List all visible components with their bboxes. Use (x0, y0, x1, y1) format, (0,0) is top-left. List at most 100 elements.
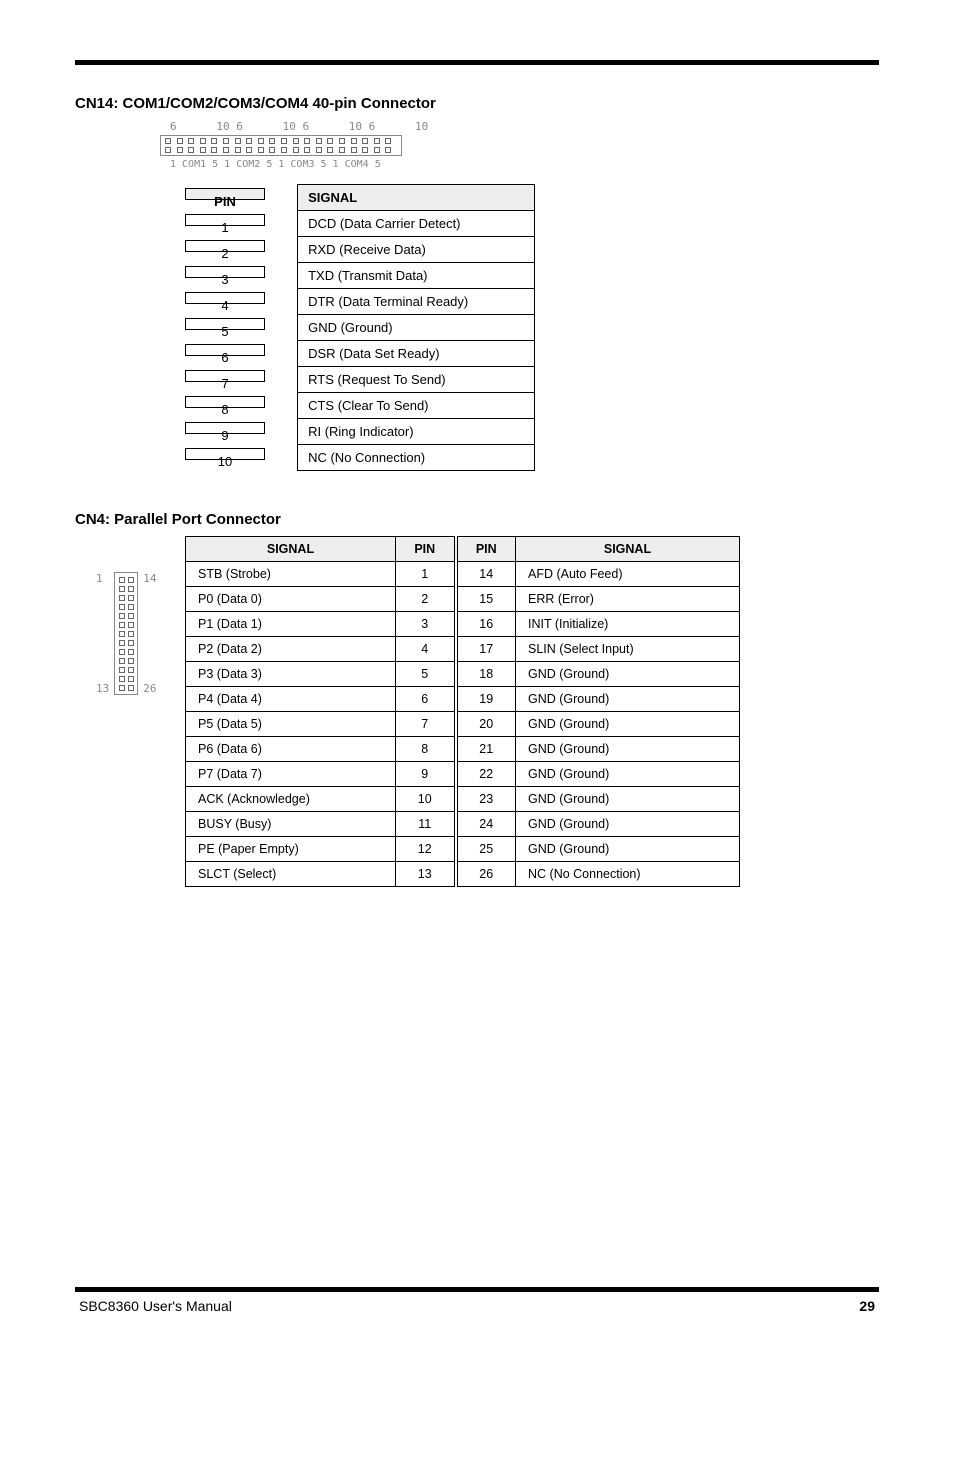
cell-signal: CTS (Clear To Send) (298, 393, 535, 419)
cell-pin-l: 3 (396, 612, 456, 637)
bottom-rule (75, 1287, 879, 1292)
table-row: SLCT (Select)1326NC (No Connection) (186, 862, 740, 887)
footer-page: 29 (859, 1298, 875, 1314)
cell-signal-r: SLIN (Select Input) (516, 637, 740, 662)
table-row: P6 (Data 6)821GND (Ground) (186, 737, 740, 762)
table-row: P3 (Data 3)518GND (Ground) (186, 662, 740, 687)
cell-signal-l: P3 (Data 3) (186, 662, 396, 687)
cell-pin: 8 (185, 396, 265, 408)
cell-signal: TXD (Transmit Data) (298, 263, 535, 289)
cell-pin-l: 10 (396, 787, 456, 812)
cell-pin: 3 (185, 266, 265, 278)
cell-pin: 9 (185, 422, 265, 434)
cell-pin-r: 18 (456, 662, 516, 687)
cn4-table: SIGNAL PIN PIN SIGNAL STB (Strobe)114AFD… (185, 536, 740, 887)
cn4-label-14: 14 (143, 572, 156, 585)
cell-signal-r: GND (Ground) (516, 687, 740, 712)
table-row: P0 (Data 0)215ERR (Error) (186, 587, 740, 612)
cell-pin-r: 16 (456, 612, 516, 637)
cell-signal-l: P1 (Data 1) (186, 612, 396, 637)
table-row: 8 CTS (Clear To Send) (185, 393, 535, 419)
cell-signal-r: GND (Ground) (516, 787, 740, 812)
cell-pin-r: 25 (456, 837, 516, 862)
cell-signal: RI (Ring Indicator) (298, 419, 535, 445)
cell-signal: DCD (Data Carrier Detect) (298, 211, 535, 237)
cell-signal: GND (Ground) (298, 315, 535, 341)
cell-signal-l: P6 (Data 6) (186, 737, 396, 762)
cell-signal-l: PE (Paper Empty) (186, 837, 396, 862)
cn4-label-1: 1 (96, 572, 103, 585)
top-rule (75, 60, 879, 65)
cell-signal: RTS (Request To Send) (298, 367, 535, 393)
cell-pin-l: 8 (396, 737, 456, 762)
cell-signal-l: BUSY (Busy) (186, 812, 396, 837)
cell-pin-r: 26 (456, 862, 516, 887)
cell-pin-l: 7 (396, 712, 456, 737)
cell-signal-r: GND (Ground) (516, 812, 740, 837)
footer: SBC8360 User's Manual 29 (75, 1298, 879, 1314)
cell-signal-l: P4 (Data 4) (186, 687, 396, 712)
cell-signal-l: SLCT (Select) (186, 862, 396, 887)
table-row: 6DSR (Data Set Ready) (185, 341, 535, 367)
cell-pin: 6 (185, 344, 265, 356)
cell-pin-l: 13 (396, 862, 456, 887)
cell-signal-r: NC (No Connection) (516, 862, 740, 887)
table-row: 3 TXD (Transmit Data) (185, 263, 535, 289)
cell-pin-l: 9 (396, 762, 456, 787)
th-pin-r: PIN (456, 537, 516, 562)
cell-signal: RXD (Receive Data) (298, 237, 535, 263)
th-signal: SIGNAL (298, 185, 535, 211)
cell-signal: NC (No Connection) (298, 445, 535, 471)
cell-signal-l: STB (Strobe) (186, 562, 396, 587)
cell-signal-r: GND (Ground) (516, 837, 740, 862)
cn14-table: PIN SIGNAL 1DCD (Data Carrier Detect) 2 RX… (185, 184, 535, 471)
table-row: P7 (Data 7)922GND (Ground) (186, 762, 740, 787)
table-row: STB (Strobe)114AFD (Auto Feed) (186, 562, 740, 587)
cell-pin-l: 12 (396, 837, 456, 862)
cell-pin-r: 15 (456, 587, 516, 612)
table-row: 9 RI (Ring Indicator) (185, 419, 535, 445)
table-row: P5 (Data 5)720GND (Ground) (186, 712, 740, 737)
cn14-title: CN14: COM1/COM2/COM3/COM4 40-pin Connect… (75, 95, 879, 112)
cell-signal-r: GND (Ground) (516, 737, 740, 762)
table-row: P4 (Data 4)619GND (Ground) (186, 687, 740, 712)
cell-signal-r: AFD (Auto Feed) (516, 562, 740, 587)
cell-pin-l: 5 (396, 662, 456, 687)
cn14-bottom-labels: 1 COM1 5 1 COM2 5 1 COM3 5 1 COM4 5 (170, 159, 480, 170)
table-row: PE (Paper Empty)1225GND (Ground) (186, 837, 740, 862)
cn4-title: CN4: Parallel Port Connector (75, 511, 879, 528)
cell-pin-l: 11 (396, 812, 456, 837)
th-pin: PIN (185, 188, 265, 200)
cell-signal: DTR (Data Terminal Ready) (298, 289, 535, 315)
cn4-label-13: 13 (96, 682, 109, 695)
cell-pin-r: 22 (456, 762, 516, 787)
cell-pin-r: 23 (456, 787, 516, 812)
cell-pin-l: 1 (396, 562, 456, 587)
table-row: 1DCD (Data Carrier Detect) (185, 211, 535, 237)
cn14-top-numbers: 6 10 6 10 6 10 6 10 (170, 120, 480, 133)
table-row: 10 NC (No Connection) (185, 445, 535, 471)
cell-pin: 7 (185, 370, 265, 382)
cell-pin: 5 (185, 318, 265, 330)
cell-signal-r: GND (Ground) (516, 712, 740, 737)
cell-signal-l: P5 (Data 5) (186, 712, 396, 737)
cell-pin: 10 (185, 448, 265, 460)
cell-pin-r: 21 (456, 737, 516, 762)
footer-left: SBC8360 User's Manual (79, 1298, 232, 1314)
th-signal-l: SIGNAL (186, 537, 396, 562)
th-signal-r: SIGNAL (516, 537, 740, 562)
table-row: ACK (Acknowledge)1023GND (Ground) (186, 787, 740, 812)
cell-pin: 2 (185, 240, 265, 252)
table-row: 2 RXD (Receive Data) (185, 237, 535, 263)
table-row: 4DTR (Data Terminal Ready) (185, 289, 535, 315)
cell-signal-l: P7 (Data 7) (186, 762, 396, 787)
cell-signal-l: P0 (Data 0) (186, 587, 396, 612)
cell-pin-l: 4 (396, 637, 456, 662)
cn4-diagram: 1 (95, 571, 158, 696)
cn14-pin-rows (160, 135, 402, 156)
cell-pin-l: 6 (396, 687, 456, 712)
cell-signal-r: ERR (Error) (516, 587, 740, 612)
cn4-label-26: 26 (143, 682, 156, 695)
cell-pin-r: 19 (456, 687, 516, 712)
cell-signal-r: GND (Ground) (516, 762, 740, 787)
